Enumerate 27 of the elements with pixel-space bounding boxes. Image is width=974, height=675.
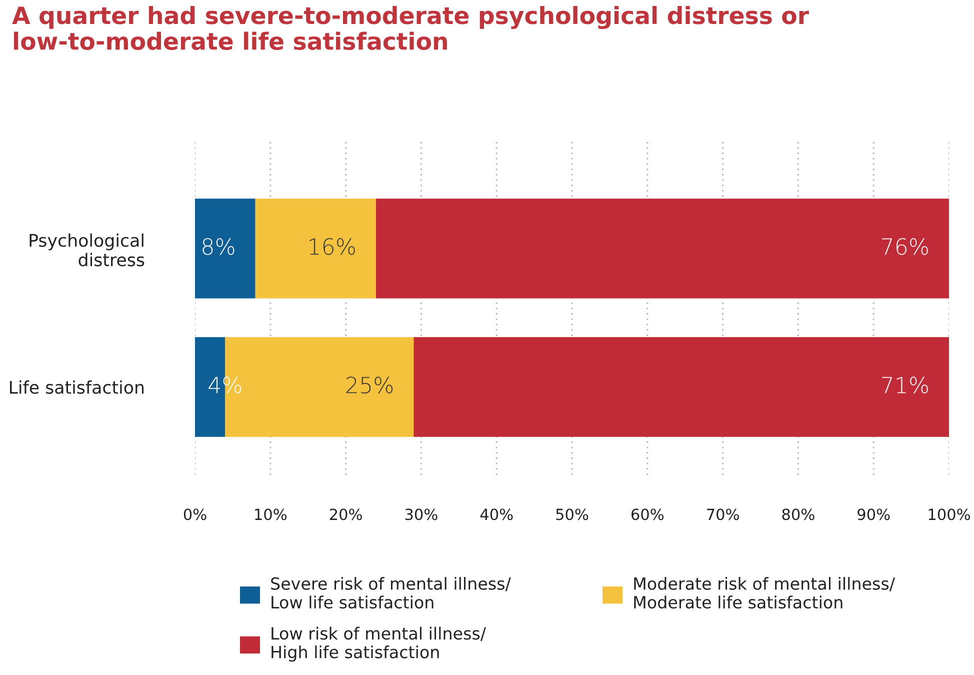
- y-tick-label: Psychological distress: [30, 233, 144, 266]
- x-tick-label: 0%: [184, 508, 206, 520]
- x-tick-label: 100%: [928, 508, 970, 520]
- x-tick-label: 60%: [631, 508, 664, 520]
- data-label: 71%: [882, 376, 928, 394]
- x-tick-label: 70%: [707, 508, 739, 520]
- data-label: 16%: [310, 238, 355, 255]
- data-label: 8%: [202, 238, 234, 255]
- bar: [376, 198, 949, 298]
- data-label: 76%: [882, 238, 928, 255]
- legend-label: Moderate risk of mental illness/ Moderate life satisfaction: [634, 577, 895, 609]
- data-label: 4%: [208, 376, 242, 394]
- chart-title: A quarter had severe-to-moderate psychological distress or low-to-moderate life satisfaction: [12, 6, 809, 50]
- legend-label: Low risk of mental illness/ High life satisfaction: [272, 626, 486, 662]
- x-tick-label: 40%: [480, 508, 513, 520]
- bar: [195, 198, 256, 298]
- bar: [255, 198, 376, 298]
- x-tick-label: 80%: [782, 508, 814, 520]
- x-tick-label: 90%: [858, 508, 890, 520]
- x-tick-label: 30%: [405, 508, 438, 520]
- x-tick-label: 10%: [255, 508, 287, 520]
- y-tick-label: Life satisfaction: [10, 380, 144, 394]
- x-tick-label: 50%: [556, 508, 588, 520]
- data-label: 25%: [346, 376, 393, 394]
- legend-label: Severe risk of mental illness/ Low life satisfaction: [271, 577, 511, 609]
- bar: [414, 337, 949, 437]
- x-tick-label: 20%: [330, 508, 362, 520]
